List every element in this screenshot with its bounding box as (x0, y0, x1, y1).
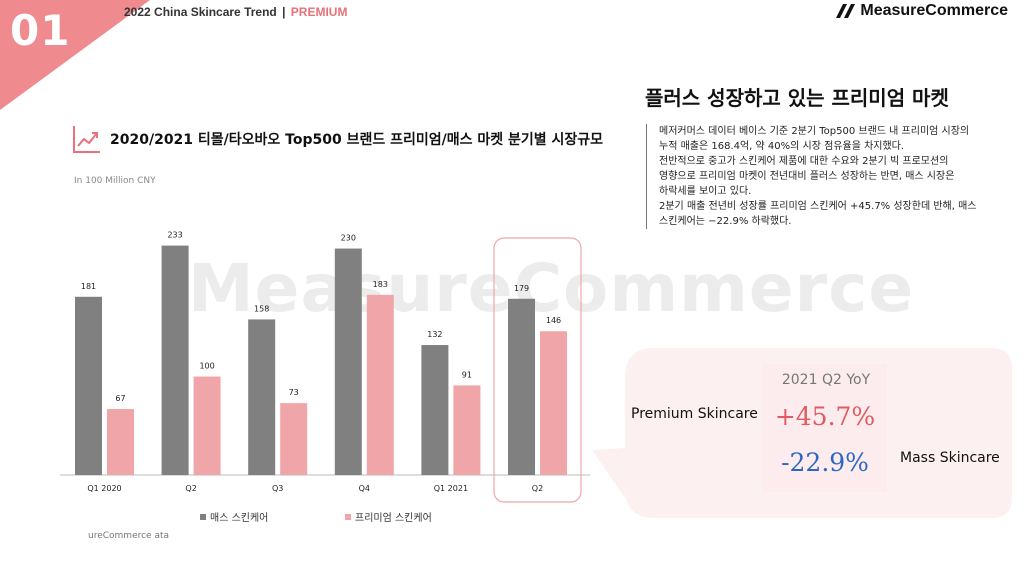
x-tick-label: Q1 2021 (434, 484, 468, 493)
bar-premium (193, 376, 221, 475)
report-separator: | (282, 5, 286, 19)
legend-swatch-mass (200, 513, 206, 520)
summary-line: 하락세를 보이고 있다. (659, 186, 752, 197)
premium-yoy-value: +45.7% (774, 402, 876, 431)
bar-premium (453, 385, 481, 475)
legend-label-premium: 프리미엄 스킨케어 (355, 513, 432, 524)
headline: 플러스 성장하고 있는 프리미엄 마켓 (645, 86, 949, 110)
legend-premium: 프리미엄 스킨케어 (345, 509, 432, 524)
data-label: 146 (546, 316, 561, 325)
summary-line: 스킨케어는 −22.9% 하락했다. (659, 216, 792, 227)
bar-mass (508, 298, 535, 475)
data-label: 91 (462, 370, 472, 379)
bar-premium (280, 403, 308, 475)
report-title: 2022 China Skincare Trend (124, 5, 277, 19)
trend-chart-icon (73, 126, 100, 153)
bar-premium (107, 409, 134, 475)
chart-title-text: 2020/2021 티몰/타오바오 Top500 브랜드 프리미엄/매스 마켓 … (110, 132, 604, 148)
x-tick-label: Q3 (272, 484, 283, 493)
chart-unit-label: In 100 Million CNY (74, 176, 156, 186)
data-label: 233 (167, 231, 182, 240)
bar-mass (421, 345, 449, 475)
summary-line: 누적 매출은 168.4억, 약 40%의 시장 점유율을 차지했다. (659, 141, 905, 152)
legend-swatch-premium (345, 513, 351, 520)
report-header: 2022 China Skincare Trend | PREMIUM (124, 5, 347, 19)
data-label: 67 (115, 394, 125, 403)
watermark: MeasureCommerce (188, 250, 915, 327)
brand-mark-icon (836, 4, 856, 18)
data-label: 100 (199, 362, 214, 371)
x-tick-label: Q2 (532, 484, 543, 493)
data-label: 179 (514, 284, 529, 293)
yoy-box (763, 364, 887, 492)
legend-label-mass: 매스 스킨케어 (210, 513, 269, 524)
chart-title: 2020/2021 티몰/타오바오 Top500 브랜드 프리미엄/매스 마켓 … (72, 124, 603, 154)
summary-line: 전반적으로 중고가 스킨케어 제품에 대한 수요와 2분기 빅 프로모션의 (659, 156, 949, 167)
yoy-title: 2021 Q2 YoY (781, 372, 871, 388)
bar-mass (75, 296, 102, 475)
source-note: ureCommerce ata (88, 531, 170, 541)
summary-line: 2분기 매출 전년비 성장률 프리미엄 스킨케어 +45.7% 성장한데 반해,… (659, 201, 977, 212)
data-label: 183 (373, 280, 388, 289)
report-tag: PREMIUM (290, 5, 348, 19)
bar-mass (334, 248, 362, 475)
bar-premium (540, 331, 567, 475)
x-tick-label: Q4 (359, 484, 370, 493)
bar-mass (161, 245, 189, 475)
summary-line: 영향으로 프리미엄 마켓이 전년대비 플러스 성장하는 반면, 매스 시장은 (659, 171, 955, 182)
legend-mass: 매스 스킨케어 (200, 509, 268, 524)
data-label: 181 (81, 282, 96, 291)
data-label: 132 (427, 330, 442, 339)
data-label: 230 (341, 234, 356, 243)
brand-name: MeasureCommerce (860, 2, 1008, 19)
x-tick-label: Q2 (185, 484, 196, 493)
premium-label: Premium Skincare (631, 406, 758, 422)
brand-logo: MeasureCommerce (836, 2, 1008, 20)
mass-yoy-value: -22.9% (781, 448, 869, 477)
x-tick-label: Q1 2020 (87, 484, 121, 493)
bar-mass (248, 319, 276, 475)
mass-label: Mass Skincare (900, 450, 1000, 466)
data-label: 73 (289, 388, 299, 397)
page-number: 01 (10, 6, 71, 55)
summary-line: 메저커머스 데이터 베이스 기준 2분기 Top500 브랜드 내 프리미엄 시… (659, 126, 970, 137)
summary-text: 메저커머스 데이터 베이스 기준 2분기 Top500 브랜드 내 프리미엄 시… (646, 124, 1009, 229)
bar-premium (366, 294, 394, 475)
highlight-box (493, 237, 582, 503)
data-label: 158 (254, 304, 269, 313)
